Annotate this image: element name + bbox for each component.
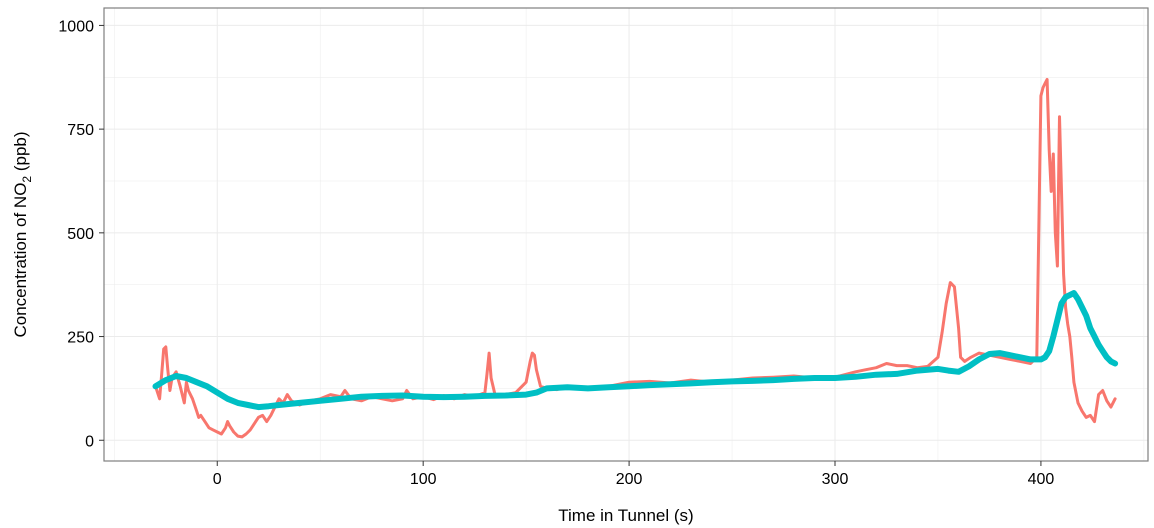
y-tick-label: 500 <box>67 226 94 243</box>
y-tick-label: 1000 <box>58 18 94 35</box>
y-tick-label: 750 <box>67 122 94 139</box>
series-line-2 <box>152 290 1119 411</box>
y-axis-title-subscript: 2 <box>20 176 34 183</box>
x-tick-label: 100 <box>410 471 437 488</box>
series-line-1 <box>154 77 1117 439</box>
tick-layer: 0 100 200 300 400 0 250 500 750 1000 <box>58 18 1054 488</box>
x-tick-label: 200 <box>616 471 643 488</box>
x-tick-label: 400 <box>1028 471 1055 488</box>
y-axis-title-unit: (ppb) <box>11 131 30 175</box>
y-tick-label: 250 <box>67 330 94 347</box>
y-axis-title-main: Concentration of NO <box>11 183 30 338</box>
x-axis-title: Time in Tunnel (s) <box>558 506 693 525</box>
x-tick-label: 0 <box>213 471 222 488</box>
x-tick-label: 300 <box>822 471 849 488</box>
panel-border <box>103 7 1149 462</box>
series-layer <box>152 77 1119 439</box>
y-axis-title: Concentration of NO2 (ppb) <box>11 131 34 337</box>
grid-layer <box>104 8 1148 461</box>
y-tick-label: 0 <box>85 433 94 450</box>
